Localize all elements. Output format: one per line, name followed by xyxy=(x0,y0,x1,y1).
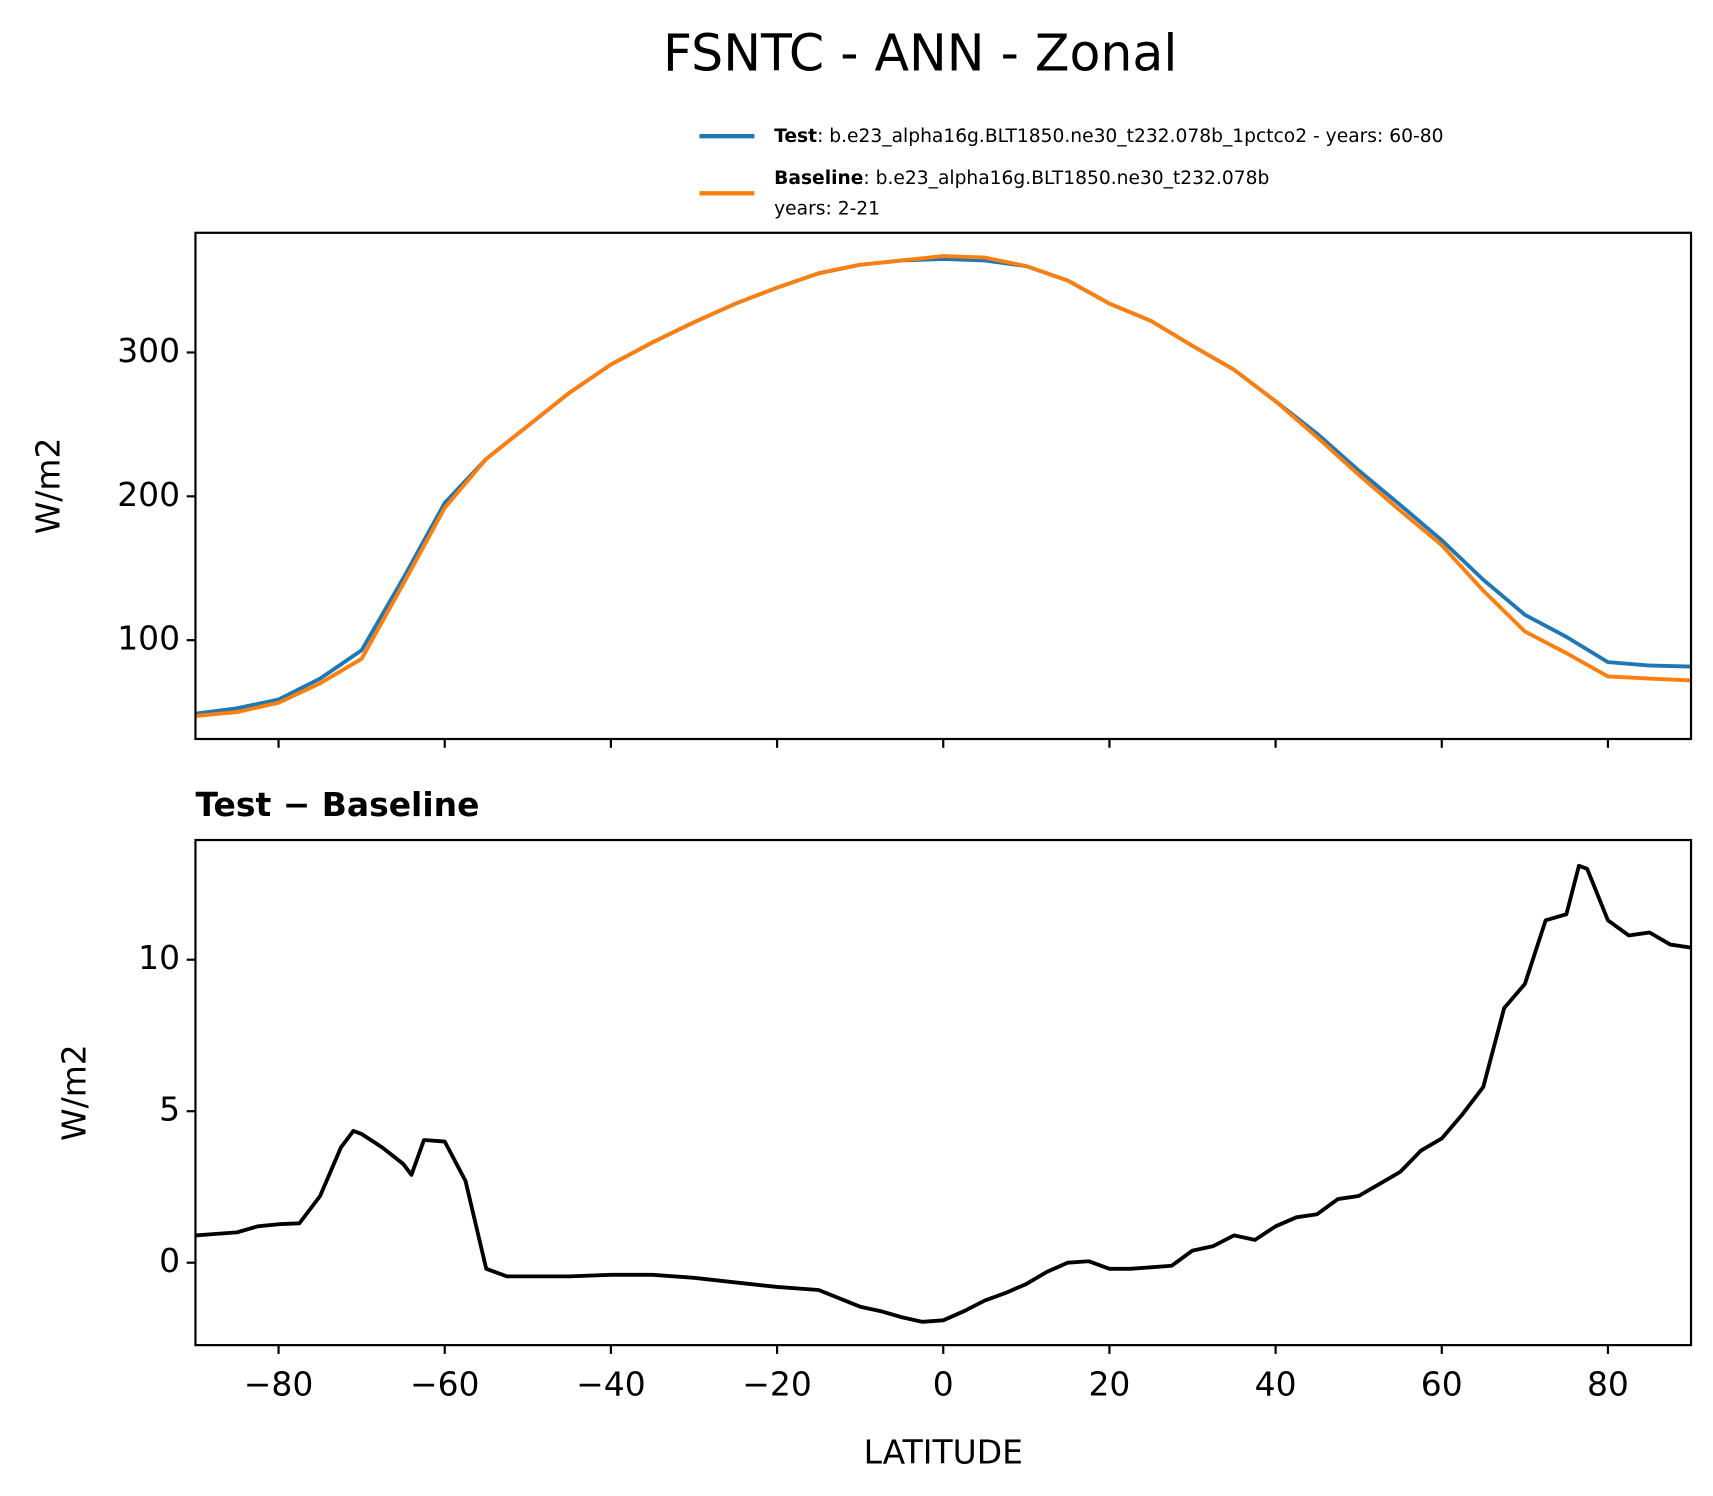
y-axis-label: W/m2 xyxy=(55,1044,94,1141)
x-tick-label: 60 xyxy=(1421,1365,1463,1404)
x-tick-label: 20 xyxy=(1088,1365,1130,1404)
x-tick-label: −20 xyxy=(742,1365,812,1404)
legend-label: Baseline: b.e23_alpha16g.BLT1850.ne30_t2… xyxy=(774,167,1269,188)
legend-name: Test xyxy=(774,126,817,147)
axes-frame xyxy=(194,838,1693,1347)
data-line xyxy=(195,863,1692,1324)
legend-name: Baseline xyxy=(774,167,863,188)
legend-text: years: 2-21 xyxy=(774,198,880,219)
axes-frame xyxy=(194,231,1693,741)
legend-label: Test: b.e23_alpha16g.BLT1850.ne30_t232.0… xyxy=(774,126,1443,147)
figure-title: FSNTC - ANN - Zonal xyxy=(663,24,1177,83)
y-axis-label: W/m2 xyxy=(28,438,67,535)
data-line xyxy=(195,257,1692,716)
y-tick-label: 0 xyxy=(159,1241,180,1280)
x-tick-label: 40 xyxy=(1255,1365,1297,1404)
x-axis-label: LATITUDE xyxy=(864,1433,1023,1472)
subplot-title: Test − Baseline xyxy=(195,785,479,824)
x-tick-label: 80 xyxy=(1587,1365,1629,1404)
y-tick-label: 200 xyxy=(117,475,180,514)
y-tick-label: 10 xyxy=(138,938,180,977)
x-tick-label: −80 xyxy=(244,1365,314,1404)
legend-text: : b.e23_alpha16g.BLT1850.ne30_t232.078b_… xyxy=(817,126,1443,147)
y-tick-label: 100 xyxy=(117,619,180,658)
x-tick-label: −40 xyxy=(576,1365,646,1404)
y-tick-label: 5 xyxy=(159,1090,180,1129)
legend-text: : b.e23_alpha16g.BLT1850.ne30_t232.078b xyxy=(863,167,1269,188)
legend-label: years: 2-21 xyxy=(774,198,880,219)
data-line xyxy=(195,254,1692,718)
x-tick-label: −60 xyxy=(410,1365,480,1404)
x-tick-label: 0 xyxy=(933,1365,954,1404)
y-tick-label: 300 xyxy=(117,331,180,370)
